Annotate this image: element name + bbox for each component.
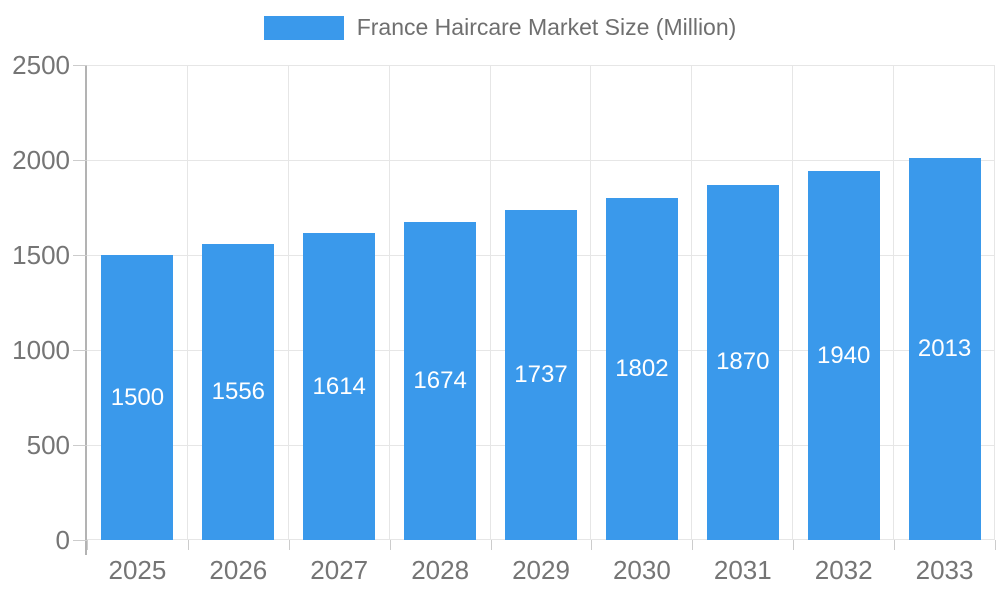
x-axis-tick-label: 2028 (411, 555, 470, 585)
bar-slot: 1940 (793, 65, 894, 540)
y-axis-tick-mark (73, 65, 87, 66)
y-axis-line (85, 65, 87, 555)
bar-slot: 1737 (491, 65, 592, 540)
y-axis-tick-label: 500 (26, 430, 70, 460)
gridline-vertical (287, 65, 289, 540)
gridline-vertical (893, 65, 895, 540)
gridline-vertical (792, 65, 794, 540)
gridline-vertical (489, 65, 491, 540)
legend-swatch-icon (263, 15, 344, 40)
bars-container: 1500 1556 1614 1674 1737 1802 1870 1940 2013 (87, 65, 995, 540)
y-axis-tick-mark (73, 255, 87, 256)
y-axis-tick-mark (73, 445, 87, 446)
x-axis-tick-mark (995, 540, 996, 550)
y-axis-tick-mark (73, 540, 87, 541)
bar-value-label: 1802 (615, 354, 669, 382)
legend-label: France Haircare Market Size (Million) (356, 14, 737, 40)
x-axis-tick-mark (87, 540, 88, 550)
bar-value-label: 1614 (312, 372, 366, 400)
x-axis-tick-mark (389, 540, 391, 550)
x-axis-tick-label: 2032 (814, 555, 873, 585)
x-axis-tick-label: 2025 (108, 555, 167, 585)
gridline-vertical (994, 65, 995, 540)
bar-slot: 1870 (692, 65, 793, 540)
y-axis-tick-label: 1500 (12, 240, 70, 270)
gridline-horizontal (87, 160, 995, 161)
gridline-vertical (186, 65, 188, 540)
plot-area: 1500 1556 1614 1674 1737 1802 1870 1940 2013 (87, 65, 995, 540)
bar-value-label: 1674 (413, 366, 467, 394)
x-axis-tick-mark (187, 540, 189, 550)
bar-slot: 1556 (188, 65, 289, 540)
y-axis-tick-label: 2500 (12, 50, 70, 80)
bar-slot: 2013 (894, 65, 995, 540)
bar-value-label: 1500 (110, 383, 165, 411)
bar-value-label: 1940 (816, 341, 871, 369)
legend: France Haircare Market Size (Million) (0, 14, 1000, 41)
x-axis-tick-label: 2027 (310, 555, 369, 585)
bar-2029[interactable]: 1737 (505, 209, 577, 540)
bar-2033[interactable]: 2013 (908, 157, 981, 540)
x-axis-tick-label: 2031 (713, 555, 772, 585)
y-axis-tick-mark (73, 350, 87, 351)
bar-2030[interactable]: 1802 (605, 197, 678, 540)
bar-2027[interactable]: 1614 (303, 233, 376, 540)
x-axis-tick-label: 2033 (915, 555, 974, 585)
x-axis-tick-mark (894, 540, 896, 550)
x-axis-labels: 2025 2026 2027 2028 2029 2030 2031 2032 2033 (87, 554, 995, 586)
gridline-horizontal (87, 65, 995, 66)
gridline-vertical (691, 65, 693, 540)
x-axis-tick-label: 2029 (512, 555, 570, 585)
legend-item[interactable]: France Haircare Market Size (Million) (263, 14, 737, 41)
bar-value-label: 1737 (514, 360, 568, 388)
bar-slot: 1802 (591, 65, 692, 540)
bar-2032[interactable]: 1940 (807, 171, 880, 540)
bar-slot: 1674 (390, 65, 491, 540)
x-axis-tick-mark (793, 540, 795, 550)
y-axis-tick-label: 2000 (12, 145, 70, 175)
bar-2031[interactable]: 1870 (706, 184, 779, 540)
bar-slot: 1614 (289, 65, 390, 540)
y-axis-tick-label: 1000 (12, 335, 70, 365)
x-axis-tick-mark (288, 540, 290, 550)
x-axis-tick-mark (692, 540, 694, 550)
x-axis-tick-mark (591, 540, 593, 550)
bar-2028[interactable]: 1674 (404, 221, 477, 540)
bar-value-label: 1556 (211, 378, 266, 406)
gridline-vertical (388, 65, 390, 540)
bar-2026[interactable]: 1556 (202, 244, 275, 540)
gridline-vertical (590, 65, 592, 540)
bar-value-label: 2013 (917, 334, 972, 362)
x-axis-tick-mark (490, 540, 492, 550)
bar-slot: 1500 (87, 65, 188, 540)
x-axis-tick-label: 2030 (612, 555, 671, 585)
y-axis-tick-label: 0 (55, 525, 70, 555)
bar-value-label: 1870 (716, 348, 770, 376)
x-axis-tick-label: 2026 (209, 555, 268, 585)
y-axis-tick-mark (73, 160, 87, 161)
bar-2025[interactable]: 1500 (101, 255, 174, 540)
